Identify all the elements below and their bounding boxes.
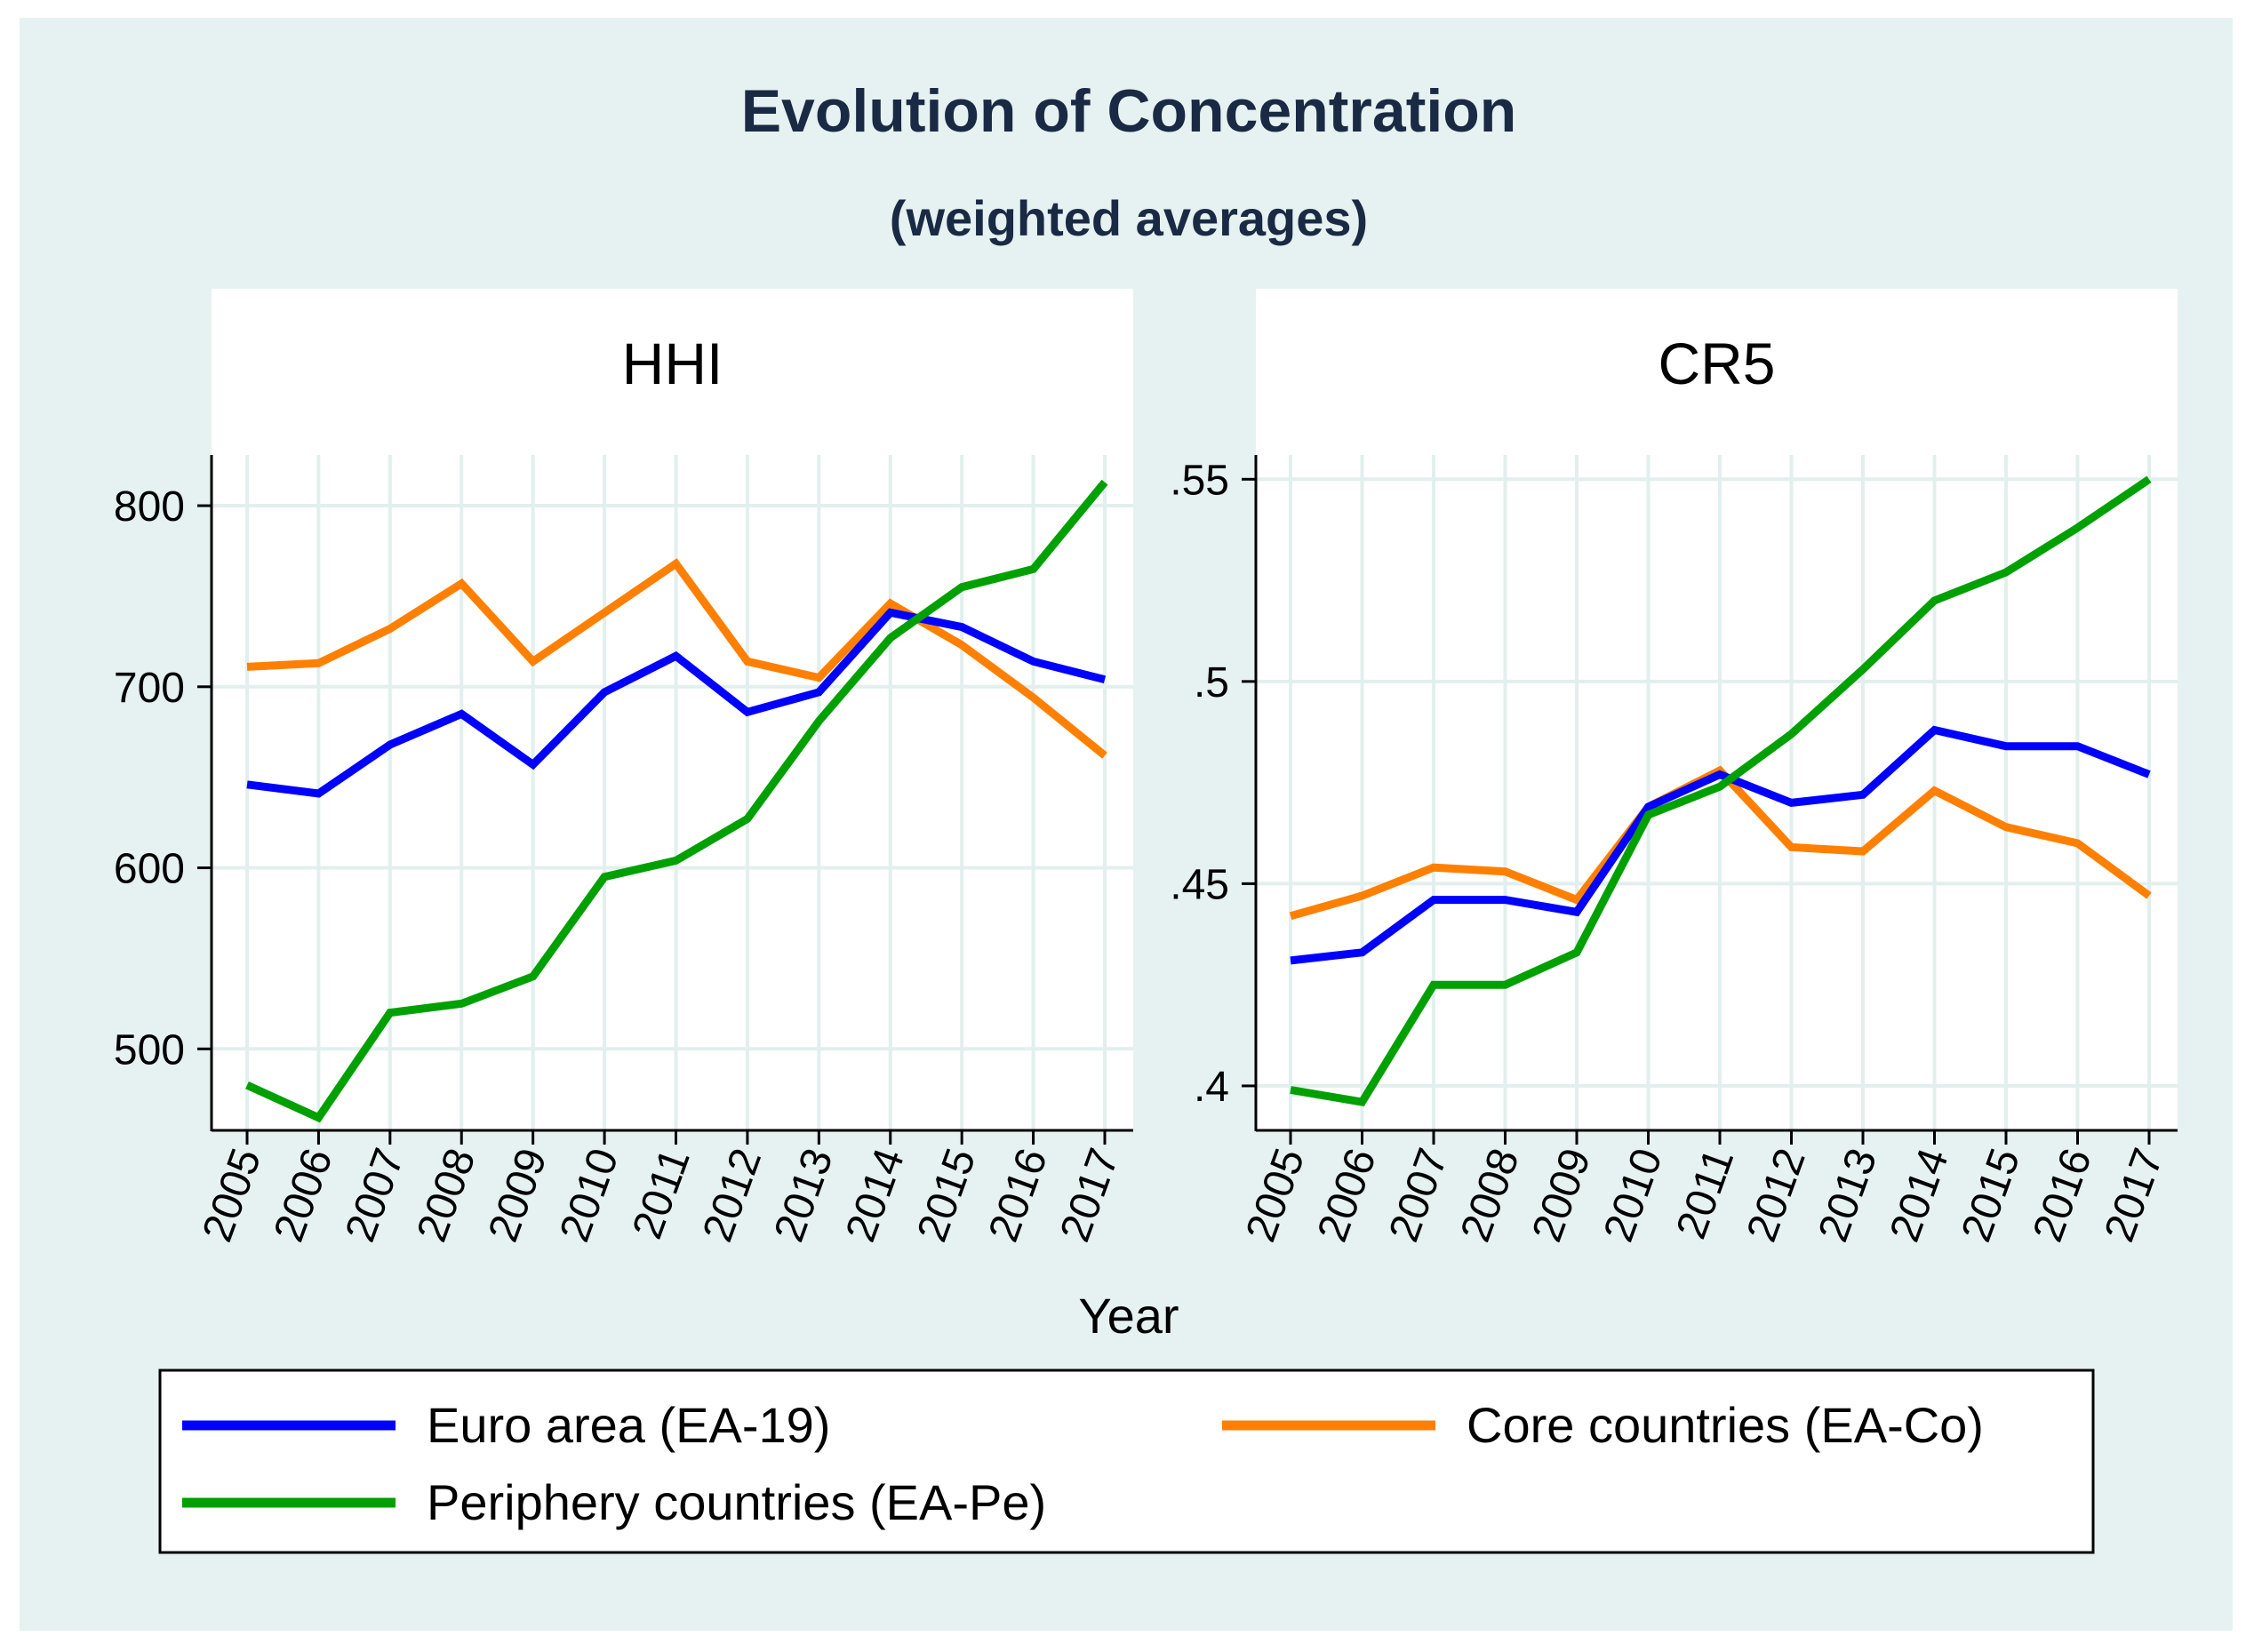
- cr5-plot-area: [1256, 289, 2178, 1130]
- cr5-panel-title: CR5: [1658, 331, 1775, 396]
- legend-box: [158, 1369, 2095, 1554]
- cr5-ytick-label-1: .45: [1170, 861, 1229, 908]
- x-axis-label: Year: [1078, 1288, 1179, 1344]
- cr5-panel: CR5.4.45.5.55200520062007200820092010201…: [1170, 289, 2178, 1248]
- hhi-series-periphery: [245, 479, 1108, 1123]
- cr5-series-periphery: [1290, 475, 2152, 1107]
- hhi-ytick-label-0: 500: [114, 1026, 185, 1073]
- legend-label-periphery: Periphery countries (EA-Pe): [427, 1474, 1046, 1530]
- cr5-series-euro: [1290, 725, 2151, 965]
- hhi-ytick-label-3: 800: [114, 483, 185, 531]
- hhi-ytick-label-1: 600: [114, 846, 185, 893]
- hhi-panel-title: HHI: [622, 331, 723, 396]
- hhi-series-euro: [246, 608, 1107, 798]
- hhi-panel: HHI5006007008002005200620072008200920102…: [114, 289, 1133, 1248]
- legend-label-euro: Euro area (EA-19): [427, 1397, 830, 1453]
- hhi-plot-area: [212, 289, 1133, 1130]
- cr5-ytick-label-3: .55: [1170, 457, 1229, 504]
- cr5-ytick-label-2: .5: [1194, 659, 1229, 706]
- hhi-series-core: [246, 558, 1107, 759]
- legend: Euro area (EA-19) Core countries (EA-Co)…: [158, 1369, 2095, 1554]
- cr5-ytick-label-0: .4: [1194, 1064, 1229, 1111]
- chart-subtitle: (weighted averages): [890, 190, 1368, 246]
- legend-label-core: Core countries (EA-Co): [1467, 1397, 1984, 1453]
- chart-title: Evolution of Concentration: [741, 77, 1517, 145]
- hhi-ytick-label-2: 700: [114, 665, 185, 712]
